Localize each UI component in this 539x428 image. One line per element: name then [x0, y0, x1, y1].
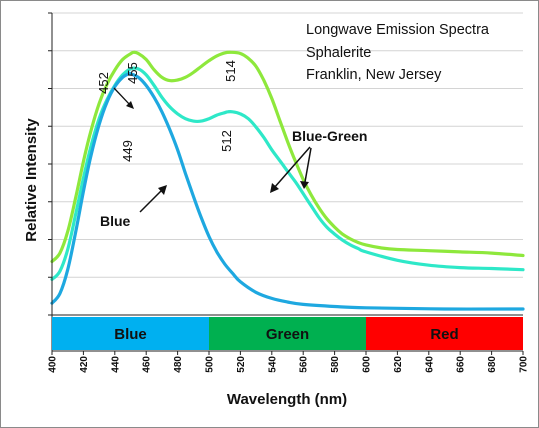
- x-tick-label: 680: [487, 356, 498, 373]
- chart-title-line-3: Franklin, New Jersey: [306, 67, 442, 83]
- band-label-red: Red: [430, 326, 458, 343]
- blue-green-arrow-2: [304, 147, 312, 183]
- x-tick-label: 460: [142, 356, 153, 373]
- series-line-1: [50, 50, 525, 264]
- band-blue: [52, 317, 209, 350]
- y-axis-label: Relative Intensity: [23, 118, 40, 242]
- x-tick-label: 400: [48, 356, 59, 373]
- axes: [51, 13, 523, 352]
- band-label-blue: Blue: [114, 326, 147, 343]
- blue-green-arrow-1: [273, 146, 311, 189]
- color-bands: Blue Green Red: [52, 317, 523, 350]
- x-tick-label: 440: [110, 356, 121, 373]
- x-tick-label: 620: [393, 356, 404, 373]
- band-red: [366, 317, 523, 350]
- peak-452-arrowhead: [126, 101, 134, 109]
- x-tick-label: 640: [424, 356, 435, 373]
- blue-green-arrowhead-2: [300, 181, 309, 189]
- band-label-green: Green: [266, 326, 309, 343]
- band-green: [209, 317, 366, 350]
- peak-label-452: 452: [96, 72, 111, 94]
- gridlines: [48, 12, 523, 316]
- chart-title-line-2: Sphalerite: [306, 45, 371, 61]
- series-lines: [50, 50, 525, 311]
- peak-452-arrow: [113, 87, 132, 107]
- x-tick-label: 580: [330, 356, 341, 373]
- blue-arrow: [139, 189, 163, 213]
- x-tick-label: 520: [236, 356, 247, 373]
- peak-label-449: 449: [120, 140, 135, 162]
- chart-title-line-1: Longwave Emission Spectra: [306, 22, 490, 38]
- peak-label-512: 512: [219, 130, 234, 152]
- x-tick-label: 500: [205, 356, 216, 373]
- peak-label-455: 455: [125, 62, 140, 84]
- peak-label-514: 514: [223, 60, 238, 82]
- blue-arrowhead: [158, 185, 167, 195]
- series-label-blue: Blue: [100, 213, 131, 229]
- x-tick-label: 480: [173, 356, 184, 373]
- x-tick-labels: 400 420 440 460 480 500 520 540 560 580 600 620 640 6…: [48, 351, 530, 373]
- series-label-blue-green: Blue-Green: [292, 128, 367, 144]
- x-axis-label: Wavelength (nm): [227, 391, 347, 408]
- x-tick-label: 660: [456, 356, 467, 373]
- x-tick-label: 560: [299, 356, 310, 373]
- x-tick-label: 420: [79, 356, 90, 373]
- x-tick-label: 700: [519, 356, 530, 373]
- blue-green-arrowhead-1: [270, 183, 279, 193]
- series-line-3: [50, 71, 525, 311]
- x-tick-label: 540: [267, 356, 278, 373]
- x-tick-label: 600: [362, 356, 373, 373]
